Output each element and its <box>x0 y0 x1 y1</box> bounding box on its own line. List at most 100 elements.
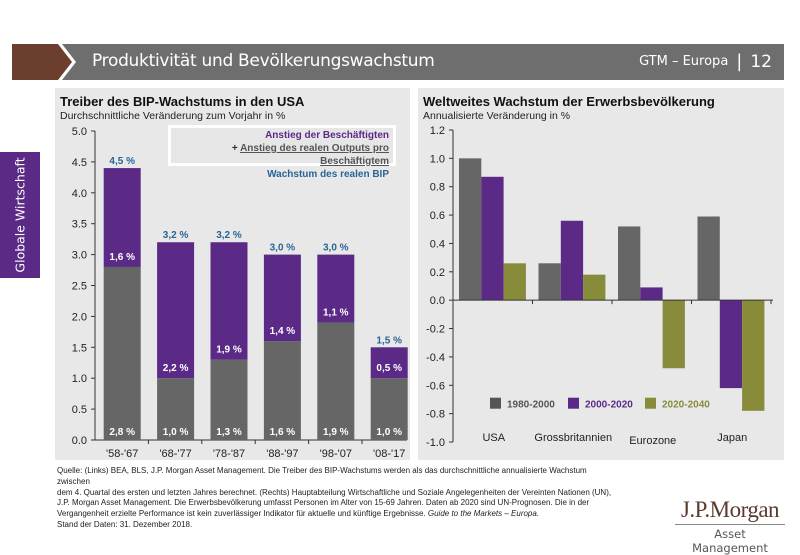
x-tick-label: Japan <box>717 432 747 444</box>
footnote: Quelle: (Links) BEA, BLS, J.P. Morgan As… <box>57 466 617 531</box>
footnote-guide-title: Guide to the Markets – Europa. <box>427 509 540 519</box>
y-tick-label: 5.0 <box>72 126 87 138</box>
bar-productivity <box>370 347 408 379</box>
header-separator: | <box>736 51 743 72</box>
right-chart: -1.0 -0.8 -0.6 -0.4 -0.2 0.0 0.2 0.4 0.6 0.8 1.0 1.… <box>426 125 773 449</box>
data-label-total: 3,2 % <box>163 230 189 241</box>
bar-2020-2040 <box>503 263 526 301</box>
legend-plus: + <box>231 143 238 154</box>
data-label-employment: 2,8 % <box>109 427 135 438</box>
bar-2000-2020 <box>640 287 663 301</box>
header-chevron <box>58 44 72 80</box>
y-tick-label: -1.0 <box>426 437 445 449</box>
y-tick-label: 0.2 <box>430 267 445 279</box>
y-tick-label: 4.5 <box>72 157 87 169</box>
bar-2020-2040 <box>742 300 765 411</box>
legend-swatch-2000-2020 <box>568 397 579 409</box>
legend-gdp-growth: Wachstum des realen BIP <box>267 169 389 180</box>
data-label-productivity: 1,9 % <box>216 345 242 356</box>
data-label-productivity: 0,5 % <box>376 363 402 374</box>
header-bar <box>62 44 784 80</box>
bar-2000-2020 <box>481 176 504 301</box>
left-chart-title: Treiber des BIP-Wachstums in den USA <box>60 94 305 109</box>
x-tick-label: '98-'07 <box>320 448 352 460</box>
y-tick-label: 0.4 <box>430 238 445 250</box>
footnote-line: Quelle: (Links) BEA, BLS, J.P. Morgan As… <box>57 466 587 486</box>
legend-label-2000-2020: 2000-2020 <box>585 400 633 411</box>
page-number: 12 <box>750 51 772 72</box>
y-tick-label: -0.4 <box>426 352 445 364</box>
bar-employment <box>103 266 141 440</box>
y-tick-label: 1.0 <box>430 153 445 165</box>
right-chart-subtitle: Annualisierte Veränderung in % <box>423 110 571 122</box>
data-label-total: 3,0 % <box>323 243 349 254</box>
data-label-employment: 1,9 % <box>323 427 349 438</box>
footnote-line: J.P. Morgan Asset Management. Die Erwerb… <box>57 498 590 508</box>
y-tick-label: -0.6 <box>426 380 445 392</box>
y-tick-label: 3.0 <box>72 250 87 262</box>
y-tick-label: 0.6 <box>430 210 445 222</box>
header-accent-block <box>12 44 58 80</box>
legend-employment: Anstieg der Beschäftigten <box>265 130 389 141</box>
bar-employment <box>157 378 195 440</box>
x-tick-label: '68-'77 <box>159 448 191 460</box>
bar-2000-2020 <box>560 220 584 301</box>
right-chart-panel: Weltweites Wachstum der Erwerbsbevölkeru… <box>418 88 784 460</box>
y-tick-label: 0.0 <box>72 435 87 447</box>
legend-label-2020-2040: 2020-2040 <box>662 400 710 411</box>
y-tick-label: 0.8 <box>430 182 445 194</box>
bar-1980-2000 <box>697 216 720 301</box>
data-label-employment: 1,0 % <box>163 427 189 438</box>
bar-productivity <box>210 242 248 360</box>
y-tick-label: 4.0 <box>72 188 87 200</box>
bar-productivity <box>157 242 195 379</box>
bar-employment <box>317 322 355 440</box>
bar-productivity <box>103 168 141 267</box>
y-tick-label: 0.5 <box>72 404 87 416</box>
left-chart-legend: Anstieg der Beschäftigten + Anstieg des … <box>168 125 396 180</box>
x-tick-label: '08-'17 <box>373 448 405 460</box>
bar-2020-2040 <box>583 274 606 301</box>
x-tick-label: Eurozone <box>629 435 676 447</box>
legend-label-1980-2000: 1980-2000 <box>507 400 555 411</box>
jpmorgan-logo: J.P.Morgan Asset Management <box>675 497 785 555</box>
data-label-productivity: 1,1 % <box>323 308 349 319</box>
bar-2000-2020 <box>719 300 743 389</box>
x-tick-label: '58-'67 <box>106 448 138 460</box>
side-tab: Globale Wirtschaft <box>0 152 40 278</box>
legend-swatch-1980-2000 <box>490 397 501 409</box>
logo-subtitle: Asset Management <box>692 527 768 555</box>
y-tick-label: 3.5 <box>72 219 87 231</box>
y-tick-label: 1.2 <box>430 125 445 137</box>
header-meta: GTM – Europa | 12 <box>639 51 772 72</box>
bar-productivity <box>317 254 355 323</box>
bar-productivity <box>263 254 301 342</box>
footnote-line: dem 4. Quartal des ersten und letzten Ja… <box>57 487 612 497</box>
y-tick-label: 0.0 <box>430 295 445 307</box>
bar-employment <box>263 341 301 440</box>
x-tick-label: '78-'87 <box>213 448 245 460</box>
data-label-total: 3,0 % <box>270 243 296 254</box>
x-tick-label: USA <box>482 432 505 444</box>
data-label-productivity: 2,2 % <box>163 363 189 374</box>
data-label-productivity: 1,4 % <box>270 326 296 337</box>
x-tick-label: '88-'97 <box>266 448 298 460</box>
section-label: GTM – Europa <box>639 54 729 69</box>
data-label-employment: 1,6 % <box>270 427 296 438</box>
left-chart-subtitle: Durchschnittliche Veränderung zum Vorjah… <box>60 110 286 122</box>
y-tick-label: 1.5 <box>72 342 87 354</box>
y-tick-label: -0.8 <box>426 409 445 421</box>
bar-1980-2000 <box>459 158 482 301</box>
legend-productivity-label: Anstieg des realen Outputs pro Beschäfti… <box>240 143 389 167</box>
data-label-employment: 1,0 % <box>376 427 402 438</box>
data-label-total: 4,5 % <box>109 156 135 167</box>
data-label-productivity: 1,6 % <box>109 252 135 263</box>
logo-name: J.P.Morgan <box>675 497 785 525</box>
side-tab-label: Globale Wirtschaft <box>12 157 28 273</box>
left-chart: 0.0 0.5 1.0 1.5 2.0 2.5 3.0 3.5 4.0 4.5 5.0 2,8 % 1,… <box>72 126 408 460</box>
bar-employment <box>210 359 248 440</box>
page-title: Produktivität und Bevölkerungswachstum <box>92 51 435 71</box>
y-tick-label: -0.2 <box>426 324 445 336</box>
right-chart-title: Weltweites Wachstum der Erwerbsbevölkeru… <box>423 94 715 109</box>
legend-productivity: + Anstieg des realen Outputs pro Beschäf… <box>171 142 389 168</box>
